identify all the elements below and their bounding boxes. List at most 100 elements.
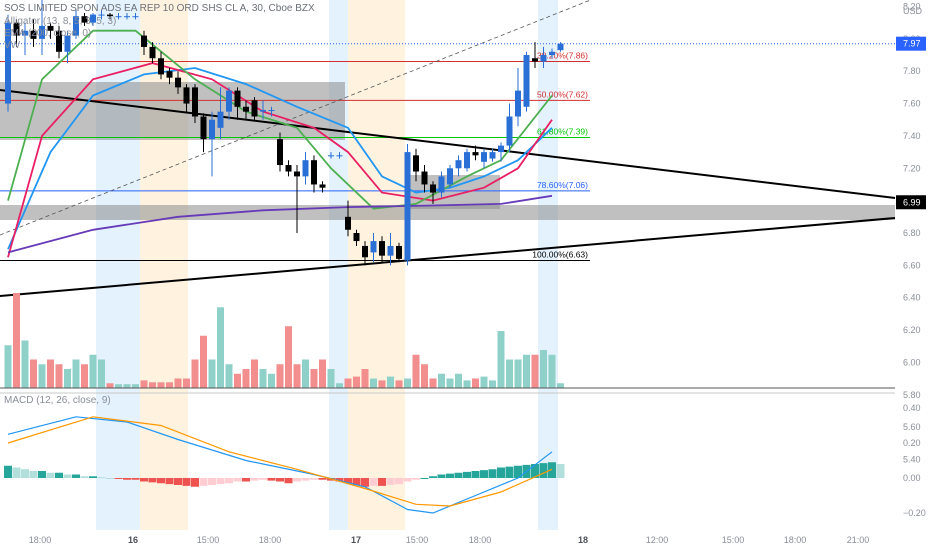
ascending-trendline xyxy=(0,217,896,297)
candle-body xyxy=(464,152,470,169)
price-tick-label: 6.20 xyxy=(903,325,921,335)
candle-body xyxy=(268,110,275,112)
volume-bar xyxy=(225,364,233,388)
candle xyxy=(311,155,317,193)
volume-bar xyxy=(472,378,479,388)
candle xyxy=(183,84,190,112)
descending-trendline xyxy=(0,89,896,199)
candle xyxy=(73,9,79,39)
volume-bar xyxy=(38,364,46,388)
macd-histogram-bar xyxy=(454,472,463,478)
candle-body xyxy=(13,22,20,36)
volume-bar xyxy=(387,376,394,388)
price-tick-label: 6.40 xyxy=(903,293,921,303)
time-tick-label: 18:00 xyxy=(784,535,807,545)
candle xyxy=(22,22,28,56)
candle xyxy=(464,148,470,172)
time-tick-label: 17 xyxy=(351,535,361,545)
signal-line xyxy=(7,416,553,507)
volume-bar xyxy=(404,378,411,388)
candle-body xyxy=(353,233,360,242)
macd-histogram-bar xyxy=(148,478,157,483)
macd-histogram-bar xyxy=(267,478,276,481)
volume-bar xyxy=(234,373,241,388)
last-price-tag-text: 7.97 xyxy=(903,39,921,49)
candle-body xyxy=(209,119,215,140)
alligator-legend: Alligator (13, 8, 5, 3, 5, 3) xyxy=(4,16,117,27)
candle xyxy=(234,87,241,120)
candle xyxy=(39,0,45,56)
macd-histogram-bar xyxy=(131,478,140,480)
candle xyxy=(328,152,334,159)
volume-bar xyxy=(268,373,275,388)
indicator-line-0 xyxy=(7,67,553,250)
volume-bar xyxy=(480,376,488,388)
last-price-tag: 7.97 xyxy=(896,36,926,51)
macd-histogram-bar xyxy=(259,478,267,480)
price-tick-label: 7.60 xyxy=(903,99,921,109)
volume-bar xyxy=(327,369,335,388)
macd-histogram-bar xyxy=(38,471,46,478)
volume-bar xyxy=(336,383,343,388)
last-price-tag-bg xyxy=(896,36,926,51)
volume-bar xyxy=(208,359,216,388)
macd-histogram-bar xyxy=(310,478,318,480)
candle xyxy=(302,152,309,185)
candle xyxy=(336,152,343,159)
candle xyxy=(379,236,385,263)
candle-body xyxy=(217,111,224,128)
macd-histogram-bar xyxy=(539,463,548,478)
macd-histogram-bar xyxy=(335,478,344,482)
candle xyxy=(540,46,547,68)
macd-histogram-bar xyxy=(301,478,310,481)
candle-body xyxy=(362,245,368,258)
volume-bar xyxy=(455,373,462,388)
macd-histogram-bar xyxy=(165,478,174,485)
candle-body xyxy=(81,16,88,23)
candle-body xyxy=(166,71,173,78)
candle xyxy=(192,84,198,123)
volume-bar xyxy=(30,359,37,388)
macd-histogram-bar xyxy=(174,478,182,485)
candle xyxy=(200,113,207,153)
macd-histogram-bar xyxy=(140,478,148,482)
candle xyxy=(64,30,71,64)
volume-bar xyxy=(217,307,224,388)
volume-bar xyxy=(98,359,105,388)
volume-bar xyxy=(557,383,564,388)
volume-bar xyxy=(242,369,250,388)
candle xyxy=(430,181,436,204)
candle-body xyxy=(319,184,326,188)
macd-tick-label: 0.40 xyxy=(903,403,921,413)
candle-body xyxy=(90,14,96,23)
candle xyxy=(489,148,496,162)
indicator-line-3 xyxy=(7,194,553,254)
candle-body xyxy=(183,87,190,104)
candle xyxy=(438,171,445,198)
volume-bar xyxy=(21,340,29,388)
volume-bar xyxy=(72,359,80,388)
volume-bar xyxy=(115,384,122,388)
candle-body xyxy=(64,35,71,52)
volume-bar xyxy=(446,378,454,388)
volume-bar xyxy=(157,382,165,388)
macd-histogram-bar xyxy=(233,478,242,482)
candle xyxy=(90,12,96,26)
candle-body xyxy=(523,55,530,107)
macd-histogram-bar xyxy=(216,478,225,485)
ema-legend: EMA (200, close, 0) xyxy=(4,28,92,39)
candle-body xyxy=(455,160,462,169)
volume-bar xyxy=(370,378,377,388)
macd-histogram-bar xyxy=(191,478,199,487)
candle xyxy=(81,12,88,26)
candle-body xyxy=(149,46,156,59)
volume-bar xyxy=(489,380,496,388)
volume-bar xyxy=(259,369,267,388)
volume-bar xyxy=(344,378,352,388)
price-tick-label: 8.20 xyxy=(903,1,921,11)
macd-histogram-bar xyxy=(514,465,522,478)
price-tick-label: 6.60 xyxy=(903,260,921,270)
fib-label-1: 38.20%(7.86) xyxy=(537,50,588,60)
candle-body xyxy=(481,152,487,162)
